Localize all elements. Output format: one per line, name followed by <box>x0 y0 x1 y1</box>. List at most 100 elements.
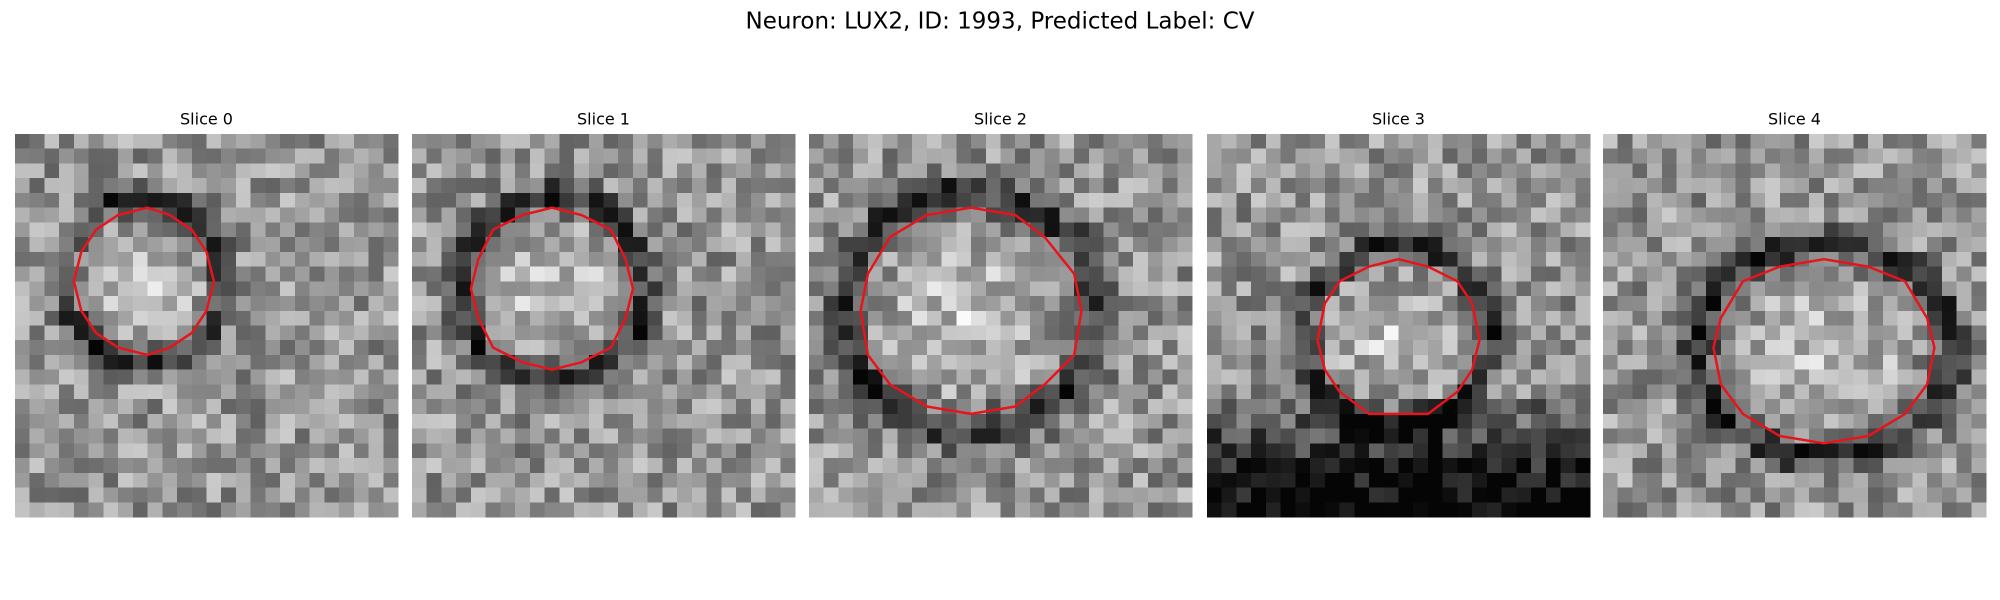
pixel <box>132 325 148 341</box>
pixel <box>162 281 178 297</box>
pixel <box>1868 325 1884 341</box>
pixel <box>59 472 75 488</box>
pixel <box>1545 237 1561 253</box>
pixel <box>1265 266 1281 282</box>
pixel <box>1413 458 1429 474</box>
pixel <box>1575 148 1591 164</box>
pixel <box>1868 472 1884 488</box>
pixel <box>1354 443 1370 459</box>
pixel <box>529 325 545 341</box>
pixel <box>809 134 825 150</box>
pixel <box>1735 443 1751 459</box>
pixel <box>339 237 355 253</box>
pixel <box>1603 134 1619 150</box>
pixel <box>721 369 737 385</box>
pixel <box>1941 192 1957 208</box>
pixel <box>59 487 75 503</box>
pixel <box>132 399 148 415</box>
pixel <box>1074 472 1090 488</box>
pixel <box>1545 472 1561 488</box>
pixel <box>29 354 45 370</box>
pixel <box>882 192 898 208</box>
pixel <box>1531 296 1547 312</box>
pixel <box>1015 428 1031 444</box>
pixel <box>1779 148 1795 164</box>
pixel <box>221 296 237 312</box>
pixel <box>426 487 442 503</box>
pixel <box>1971 340 1987 356</box>
pixel <box>1531 251 1547 267</box>
pixel <box>221 266 237 282</box>
pixel <box>1868 384 1884 400</box>
pixel <box>1442 369 1458 385</box>
pixel <box>1853 192 1869 208</box>
pixel <box>280 251 296 267</box>
pixel <box>823 325 839 341</box>
pixel <box>1324 134 1340 150</box>
pixel <box>485 399 501 415</box>
pixel <box>853 472 869 488</box>
pixel <box>250 369 266 385</box>
pixel <box>809 237 825 253</box>
pixel <box>1103 472 1119 488</box>
pixel <box>1280 148 1296 164</box>
pixel <box>1413 443 1429 459</box>
pixel <box>177 192 193 208</box>
pixel <box>691 472 707 488</box>
pixel <box>1735 354 1751 370</box>
pixel <box>559 310 575 326</box>
pixel <box>456 148 472 164</box>
pixel <box>1221 296 1237 312</box>
pixel <box>206 325 222 341</box>
pixel <box>1472 472 1488 488</box>
pixel <box>1015 178 1031 194</box>
pixel <box>88 369 104 385</box>
pixel <box>1413 207 1429 223</box>
pixel <box>897 487 913 503</box>
pixel <box>1427 428 1443 444</box>
pixel <box>103 192 119 208</box>
pixel <box>1236 251 1252 267</box>
pixel <box>456 178 472 194</box>
pixel <box>1029 163 1045 179</box>
pixel <box>412 354 428 370</box>
pixel <box>441 148 457 164</box>
pixel <box>1531 178 1547 194</box>
pixel <box>1251 428 1267 444</box>
pixel <box>985 148 1001 164</box>
pixel <box>265 487 281 503</box>
pixel <box>1088 237 1104 253</box>
pixel <box>206 458 222 474</box>
pixel <box>1971 237 1987 253</box>
pixel <box>1427 325 1443 341</box>
pixel <box>1207 266 1223 282</box>
pixel <box>1118 443 1134 459</box>
pixel <box>691 134 707 150</box>
pixel <box>368 237 384 253</box>
pixel <box>706 134 722 150</box>
pixel <box>750 148 766 164</box>
pixel <box>529 281 545 297</box>
pixel <box>1516 237 1532 253</box>
pixel <box>574 310 590 326</box>
pixel <box>897 354 913 370</box>
pixel <box>1735 163 1751 179</box>
pixel <box>1735 134 1751 150</box>
pixel <box>691 310 707 326</box>
pixel <box>691 207 707 223</box>
pixel <box>632 384 648 400</box>
pixel <box>1413 487 1429 503</box>
pixel <box>485 384 501 400</box>
pixel <box>867 148 883 164</box>
pixel <box>809 163 825 179</box>
pixel <box>1882 178 1898 194</box>
pixel <box>912 458 928 474</box>
pixel <box>1632 192 1648 208</box>
pixel <box>1706 207 1722 223</box>
pixel <box>1661 192 1677 208</box>
pixel <box>1779 325 1795 341</box>
pixel <box>1531 502 1547 518</box>
pixel <box>1823 178 1839 194</box>
pixel <box>1545 266 1561 282</box>
pixel <box>1427 134 1443 150</box>
